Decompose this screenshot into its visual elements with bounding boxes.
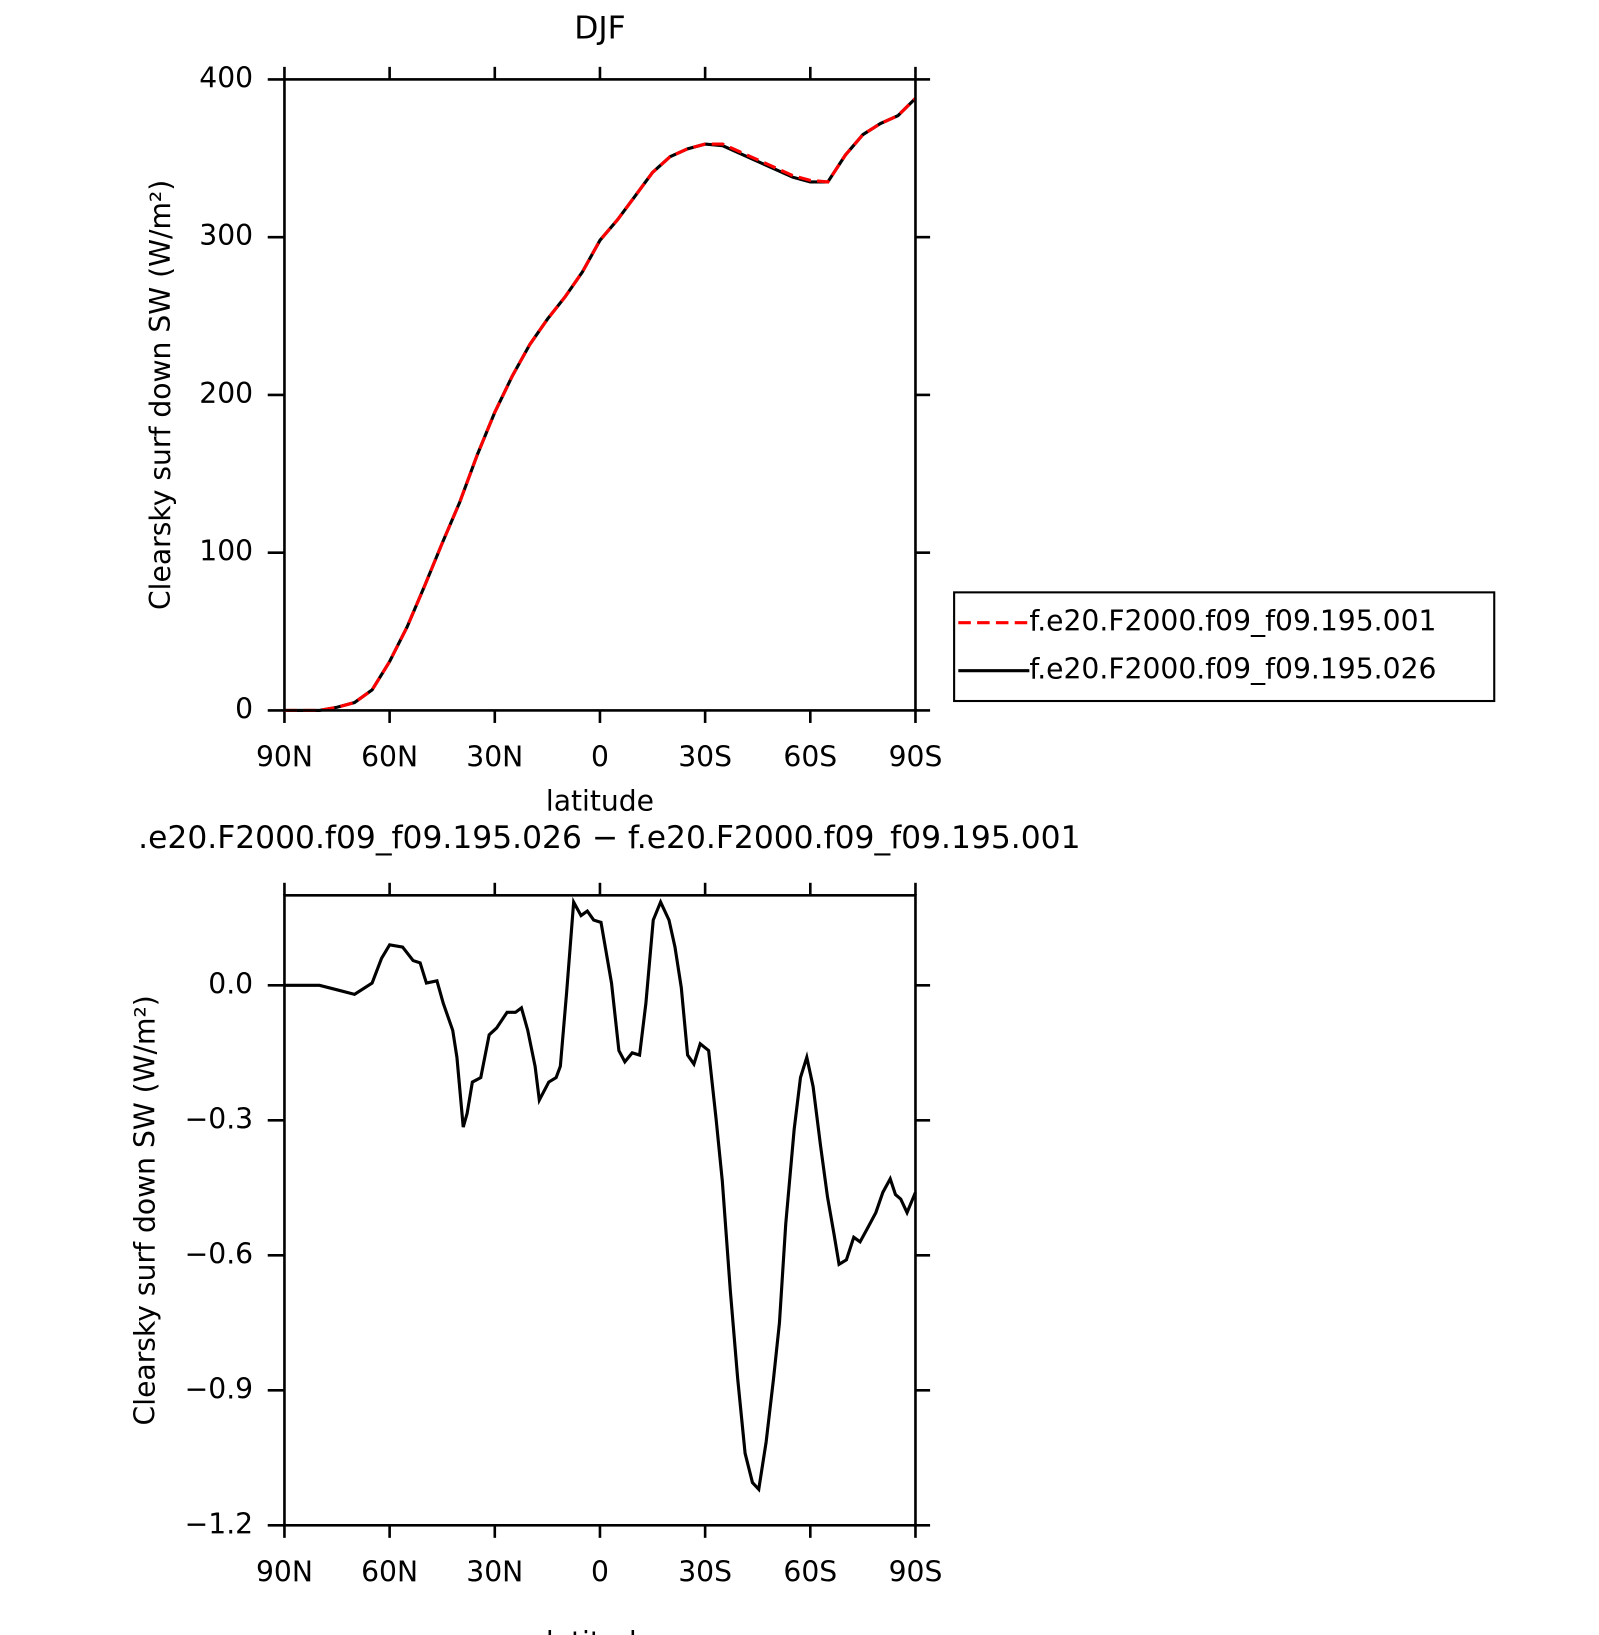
data-line	[284, 97, 917, 712]
x-axis-label: latitude	[546, 1625, 654, 1635]
y-tick-label: −0.6	[185, 1237, 253, 1270]
data-line	[284, 97, 917, 712]
x-tick-label: 30N	[466, 1555, 523, 1588]
x-tick-label: 30S	[678, 1555, 732, 1588]
x-axis-label: latitude	[546, 784, 654, 817]
plot-frame	[283, 78, 917, 712]
legend-box	[953, 591, 1496, 703]
y-tick-label: 200	[199, 377, 253, 410]
y-tick-label: −0.9	[185, 1372, 253, 1405]
chart-title: .e20.F2000.f09_f09.195.026 − f.e20.F2000…	[138, 820, 1080, 856]
y-tick-label: −0.3	[185, 1102, 253, 1135]
x-tick-label: 0	[591, 740, 609, 773]
y-axis-label: Clearsky surf down SW (W/m²)	[144, 180, 177, 610]
x-tick-label: 60S	[783, 740, 837, 773]
x-tick-label: 30S	[678, 740, 732, 773]
x-tick-label: 60N	[361, 1555, 418, 1588]
legend-label: f.e20.F2000.f09_f09.195.001	[1029, 605, 1436, 638]
x-tick-label: 60S	[783, 1555, 837, 1588]
x-tick-label: 0	[591, 1555, 609, 1588]
plot-frame	[283, 894, 917, 1527]
y-tick-label: 100	[199, 535, 253, 568]
x-tick-label: 60N	[361, 740, 418, 773]
x-tick-label: 90S	[889, 740, 943, 773]
legend-label: f.e20.F2000.f09_f09.195.026	[1029, 653, 1436, 686]
y-tick-label: 300	[199, 219, 253, 252]
chart-title: DJF	[574, 10, 625, 46]
x-tick-label: 30N	[466, 740, 523, 773]
x-tick-label: 90S	[889, 1555, 943, 1588]
x-tick-label: 90N	[256, 740, 313, 773]
y-axis-label: Clearsky surf down SW (W/m²)	[129, 995, 162, 1425]
x-tick-label: 90N	[256, 1555, 313, 1588]
y-tick-label: −1.2	[185, 1507, 253, 1540]
y-tick-label: 0.0	[208, 967, 253, 1000]
y-tick-label: 0	[235, 692, 253, 725]
y-tick-label: 400	[199, 61, 253, 94]
data-line	[284, 896, 917, 1493]
